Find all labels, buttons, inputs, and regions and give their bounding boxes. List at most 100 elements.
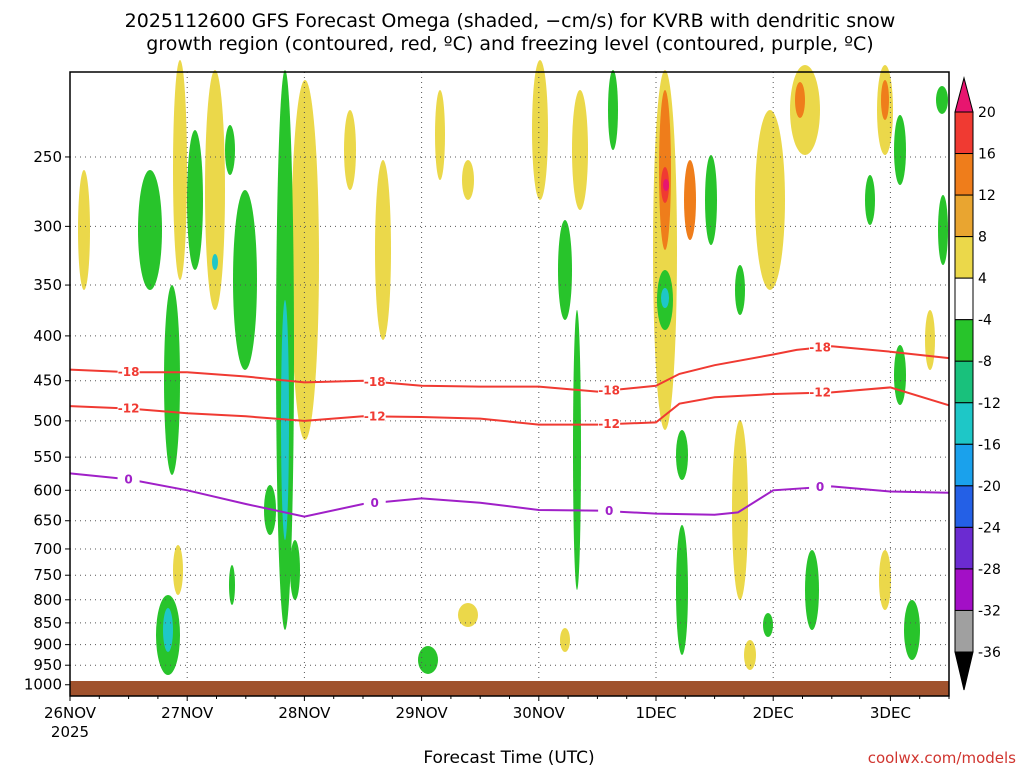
plot-grid xyxy=(70,72,949,696)
omega-descent-area xyxy=(705,155,717,245)
colorbar-label: -28 xyxy=(978,562,1001,578)
x-tick-label: 28NOV xyxy=(278,704,331,722)
omega-ascent-area xyxy=(173,545,183,595)
y-tick-label: 550 xyxy=(33,448,62,466)
y-tick-label: 1000 xyxy=(24,676,62,694)
y-tick-label: 250 xyxy=(33,148,62,166)
colorbar-swatch xyxy=(954,153,974,196)
colorbar-swatch xyxy=(954,360,974,404)
contour-label-background xyxy=(117,365,140,380)
y-tick-label: 400 xyxy=(33,327,62,345)
y-tick-label: 650 xyxy=(33,512,62,530)
x-axis-year-label: 2025 xyxy=(51,723,89,741)
contour-label: -12 xyxy=(364,409,386,423)
contour-label-background xyxy=(598,504,621,519)
omega-strong-descent-area xyxy=(661,288,669,308)
omega-strong-ascent-area xyxy=(663,179,669,191)
ground-surface xyxy=(70,681,949,696)
omega-ascent-area xyxy=(462,160,474,200)
colorbar-label: 12 xyxy=(978,188,996,204)
contour-line-0 xyxy=(69,472,950,518)
contour-label-background xyxy=(598,417,621,432)
y-axis: 250 300 350 400 450 500 550 600 650 700 750 800 850 9… xyxy=(24,148,70,694)
colorbar-label: -12 xyxy=(978,396,1001,412)
omega-descent-area xyxy=(894,115,906,185)
colorbar-swatch xyxy=(954,111,974,155)
colorbar-swatch xyxy=(954,277,974,321)
contour-label: 0 xyxy=(816,480,824,494)
omega-ascent-area xyxy=(790,65,820,155)
omega-descent-area xyxy=(290,540,300,600)
contour-label-background xyxy=(809,340,832,355)
omega-descent-area xyxy=(676,430,688,480)
x-tick-label: 26NOV xyxy=(44,704,97,722)
omega-ascent-area xyxy=(925,310,935,370)
contour-line--12 xyxy=(69,386,950,426)
colorbar-label: -8 xyxy=(978,354,992,370)
contour-label-background xyxy=(117,472,140,487)
colorbar-swatch xyxy=(954,194,974,238)
contour-label: 0 xyxy=(605,504,613,518)
contour-label: -18 xyxy=(809,340,831,354)
colorbar-label: 16 xyxy=(978,147,996,163)
omega-ascent-area xyxy=(375,160,391,340)
x-axis: 26NOV 27NOV 28NOV 29NOV 30NOV 1DEC 2DEC 3DEC xyxy=(44,696,950,722)
colorbar-label: -4 xyxy=(978,313,992,329)
omega-ascent-area xyxy=(173,60,187,280)
colorbar-label: -32 xyxy=(978,603,1001,619)
omega-ascent-area xyxy=(755,110,785,290)
x-tick-label: 3DEC xyxy=(870,704,911,722)
colorbar-swatch xyxy=(954,402,974,445)
contour-label: -12 xyxy=(118,401,140,415)
source-credit[interactable]: coolwx.com/models xyxy=(868,749,1016,767)
omega-descent-area xyxy=(229,565,235,605)
contour-label: -18 xyxy=(364,375,386,389)
omega-ascent-area xyxy=(291,80,319,440)
contour-label-background xyxy=(117,401,140,416)
x-tick-label: 30NOV xyxy=(513,704,566,722)
omega-strong-descent-area xyxy=(212,254,218,270)
omega-descent-area xyxy=(418,646,438,674)
y-tick-label: 950 xyxy=(33,656,62,674)
contour-label-background xyxy=(809,480,832,495)
x-tick-label: 1DEC xyxy=(635,704,676,722)
contour-label-background xyxy=(363,495,386,510)
contour-label: 0 xyxy=(124,472,132,486)
omega-descent-area xyxy=(735,265,745,315)
plot-area: -18 -18 -18 -18 -12 -12 -12 -12 0 0 0 0 xyxy=(69,60,950,697)
colorbar-swatch xyxy=(954,319,974,362)
contour-label: -12 xyxy=(598,417,620,431)
omega-strong-ascent-area xyxy=(795,82,805,118)
y-tick-label: 750 xyxy=(33,566,62,584)
omega-ascent-area xyxy=(532,60,548,200)
omega-strong-descent-area xyxy=(163,608,173,652)
omega-descent-area xyxy=(608,70,618,150)
y-tick-label: 900 xyxy=(33,636,62,654)
colorbar-label: -20 xyxy=(978,479,1001,495)
colorbar-bottom-arrow xyxy=(954,651,974,691)
omega-descent-area xyxy=(187,130,203,270)
contour-label: -18 xyxy=(118,365,140,379)
omega-strong-ascent-area xyxy=(684,160,696,240)
y-tick-label: 300 xyxy=(33,217,62,235)
omega-ascent-area xyxy=(572,90,588,210)
omega-strong-ascent-area xyxy=(881,80,889,120)
omega-descent-area xyxy=(763,613,773,637)
y-tick-label: 700 xyxy=(33,540,62,558)
chart-title-line-2: growth region (contoured, red, ºC) and f… xyxy=(146,33,873,55)
omega-descent-area xyxy=(938,195,948,265)
colorbar-swatch xyxy=(954,609,974,653)
colorbar-swatch xyxy=(954,485,974,528)
colorbar-label: 8 xyxy=(978,230,987,246)
omega-ascent-area xyxy=(560,628,570,652)
y-tick-label: 450 xyxy=(33,372,62,390)
y-tick-label: 600 xyxy=(33,481,62,499)
omega-descent-area xyxy=(904,600,920,660)
omega-descent-area xyxy=(936,86,948,114)
y-tick-label: 500 xyxy=(33,412,62,430)
x-axis-title: Forecast Time (UTC) xyxy=(423,748,594,768)
colorbar-swatch xyxy=(954,568,974,611)
contour-label: -12 xyxy=(809,386,831,400)
chart-title-line-1: 2025112600 GFS Forecast Omega (shaded, −… xyxy=(125,10,896,32)
